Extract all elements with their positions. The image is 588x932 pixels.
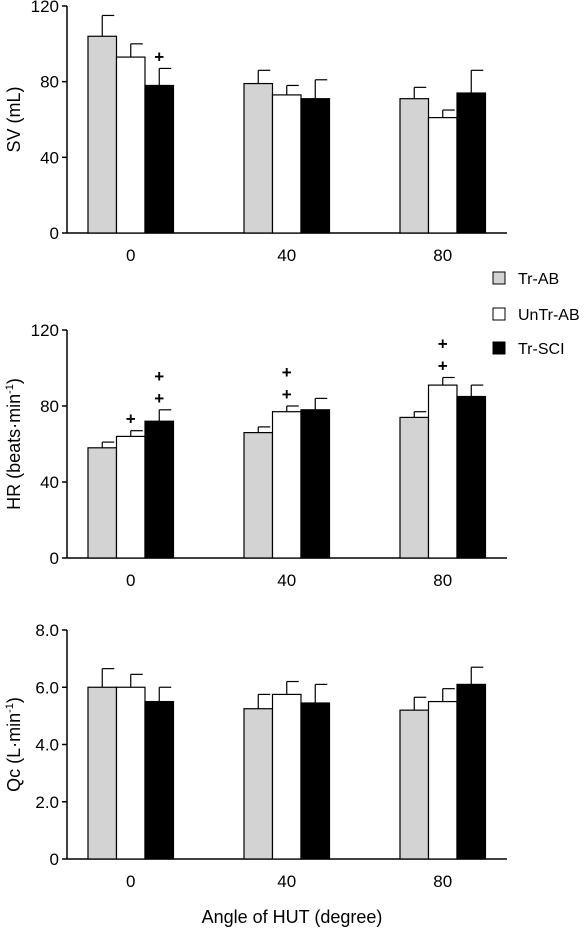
y-tick-label: 4.0 — [35, 736, 59, 755]
bar-tr-ab-40 — [243, 82, 274, 234]
bar-untr-ab-0 — [115, 56, 146, 234]
legend-item-tr-ab: Tr-AB — [492, 271, 559, 288]
bar-tr-ab-0 — [87, 447, 118, 559]
legend-item-tr-sci: Tr-SCI — [492, 341, 565, 358]
bar-tr-sci-40 — [300, 98, 331, 234]
bar-tr-sci-0 — [144, 700, 175, 860]
bar-tr-ab-0 — [87, 686, 118, 860]
y-tick-label: 0 — [50, 224, 59, 243]
legend-swatch-tr-sci — [492, 341, 506, 355]
bar-untr-ab-80 — [427, 384, 458, 559]
x-tick-label: 0 — [126, 571, 135, 590]
bar-tr-ab-80 — [399, 709, 430, 860]
y-tick-label: 80 — [40, 73, 59, 92]
significance-mark: + — [282, 385, 292, 404]
x-axis-title: Angle of HUT (degree) — [202, 907, 383, 927]
significance-mark: + — [438, 357, 448, 376]
legend-item-untr-ab: UnTr-AB — [492, 307, 580, 324]
bar-tr-ab-0 — [87, 35, 118, 234]
bar-untr-ab-80 — [427, 117, 458, 234]
legend-label-untr-ab: UnTr-AB — [518, 307, 580, 324]
bar-tr-sci-80 — [456, 395, 487, 559]
bar-untr-ab-80 — [427, 700, 458, 860]
y-axis-title: Qc (L·min-1) — [4, 697, 24, 792]
bar-untr-ab-0 — [115, 686, 146, 860]
bar-tr-sci-0 — [144, 84, 175, 234]
significance-mark: + — [154, 389, 164, 408]
y-tick-label: 0 — [50, 549, 59, 568]
bar-tr-sci-0 — [144, 420, 175, 559]
y-tick-label: 40 — [40, 148, 59, 167]
panels: 0 40 80 120 SV (mL) +0 40 80 0 40 80 120 HR (beats·m… — [4, 0, 507, 891]
x-tick-label: 80 — [433, 571, 452, 590]
bar-tr-ab-40 — [243, 432, 274, 559]
significance-mark: + — [154, 47, 164, 66]
y-tick-label: 80 — [40, 397, 59, 416]
bar-tr-ab-40 — [243, 708, 274, 860]
x-tick-label: 80 — [433, 872, 452, 891]
significance-mark: + — [126, 410, 136, 429]
bar-untr-ab-40 — [271, 693, 302, 860]
bar-tr-ab-80 — [399, 416, 430, 559]
bar-untr-ab-40 — [271, 94, 302, 234]
x-tick-label: 40 — [277, 246, 296, 265]
y-tick-label: 40 — [40, 473, 59, 492]
legend-label-tr-sci: Tr-SCI — [518, 341, 565, 358]
y-tick-label: 0 — [50, 850, 59, 869]
y-axis-title: HR (beats·min-1) — [4, 378, 24, 510]
panel-3: 0 2.0 4.0 6.0 8.0 Qc (L·min-1) 0 40 80 — [4, 621, 507, 891]
significance-mark: + — [154, 367, 164, 386]
bar-tr-sci-80 — [456, 92, 487, 234]
y-tick-label: 8.0 — [35, 621, 59, 640]
y-axis-title: SV (mL) — [4, 86, 24, 152]
bar-tr-sci-80 — [456, 683, 487, 860]
legend-label-tr-ab: Tr-AB — [518, 271, 559, 288]
x-tick-label: 0 — [126, 246, 135, 265]
x-tick-label: 0 — [126, 872, 135, 891]
y-tick-label: 6.0 — [35, 678, 59, 697]
legend-swatch-untr-ab — [492, 307, 506, 321]
legend: Tr-AB UnTr-AB Tr-SCI — [492, 271, 580, 358]
significance-mark: + — [282, 363, 292, 382]
x-tick-label: 80 — [433, 246, 452, 265]
x-tick-label: 40 — [277, 571, 296, 590]
significance-mark: + — [438, 335, 448, 354]
y-tick-label: 120 — [31, 0, 59, 16]
bar-tr-sci-40 — [300, 409, 331, 559]
panel-1: 0 40 80 120 SV (mL) +0 40 80 — [4, 0, 507, 265]
x-tick-label: 40 — [277, 872, 296, 891]
bar-untr-ab-0 — [115, 435, 146, 559]
bar-untr-ab-40 — [271, 411, 302, 559]
bar-tr-ab-80 — [399, 98, 430, 234]
y-tick-label: 120 — [31, 321, 59, 340]
y-tick-label: 2.0 — [35, 793, 59, 812]
bar-tr-sci-40 — [300, 702, 331, 860]
panel-2: 0 40 80 120 HR (beats·min-1) + + +0 + +40 + +80 — [4, 321, 507, 590]
legend-swatch-tr-ab — [492, 271, 506, 285]
